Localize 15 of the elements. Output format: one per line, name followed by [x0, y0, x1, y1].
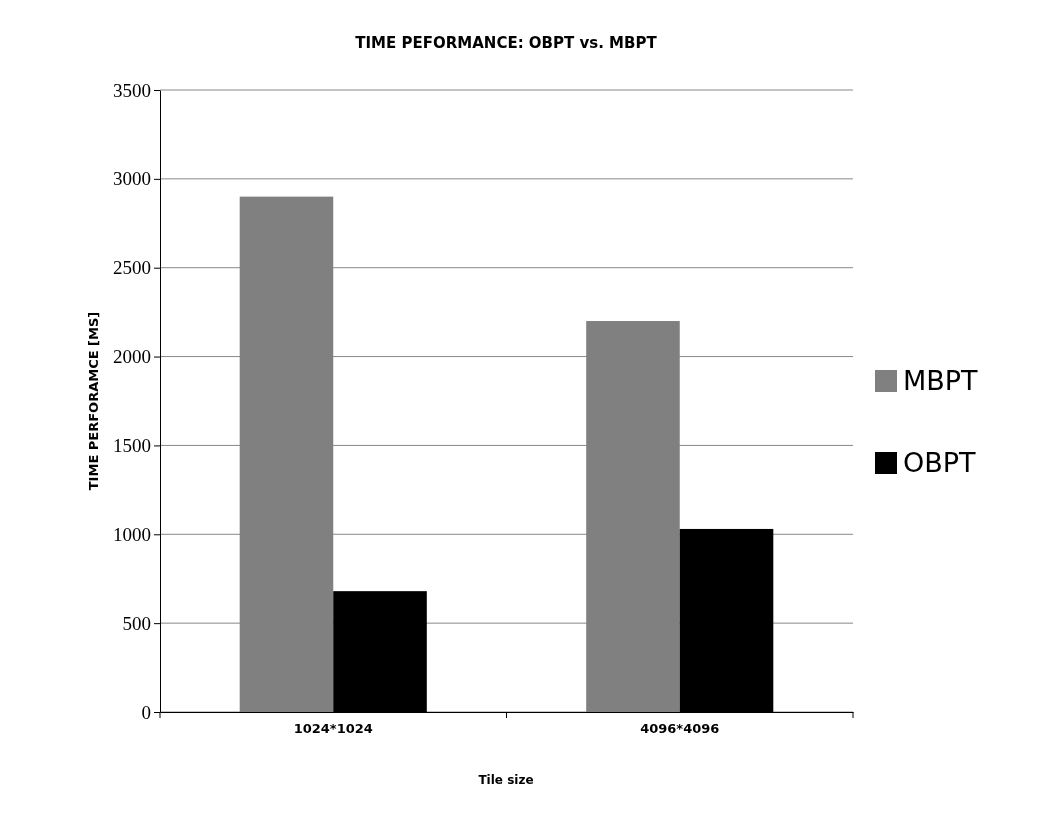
x-tick-label: 4096*4096 — [640, 721, 720, 737]
y-axis-title: TIME PERFORAMCE [MS] — [86, 311, 101, 491]
y-tick-label: 1000 — [113, 523, 151, 545]
legend-label: MBPT — [903, 365, 979, 396]
y-tick-label: 1500 — [113, 435, 151, 457]
chart-title: TIME PEFORMANCE: OBPT vs. MBPT — [355, 34, 658, 52]
y-tick-label: 3500 — [113, 79, 151, 101]
x-tick-label: 1024*1024 — [293, 721, 373, 737]
legend-label: OBPT — [903, 447, 977, 478]
y-tick-label: 3000 — [113, 168, 151, 190]
y-tick-label: 2000 — [113, 346, 151, 368]
y-tick-label: 500 — [122, 612, 151, 634]
y-tick-label: 0 — [141, 701, 151, 723]
y-tick-label: 2500 — [113, 257, 151, 279]
x-axis-title: Tile size — [478, 773, 534, 787]
